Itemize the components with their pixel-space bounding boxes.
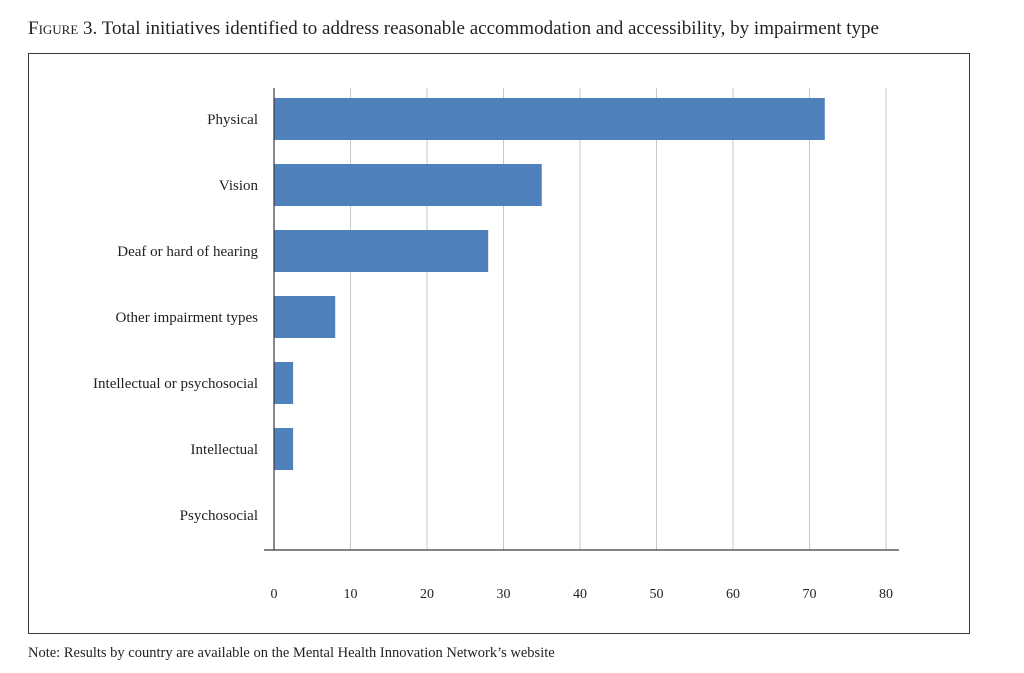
x-tick-label-50: 50 — [650, 587, 664, 602]
figure-title: Figure 3. Total initiatives identified t… — [28, 18, 879, 40]
bar-physical — [274, 98, 825, 140]
figure-label: Figure 3. — [28, 18, 98, 39]
chart-frame — [28, 53, 970, 634]
x-tick-label-20: 20 — [420, 587, 434, 602]
gridlines — [350, 88, 887, 550]
x-tick-label-30: 30 — [497, 587, 511, 602]
category-label-vision: Vision — [219, 178, 259, 194]
x-tick-label-80: 80 — [879, 587, 893, 602]
bars — [274, 98, 825, 470]
axes — [264, 88, 899, 551]
category-label-intellectual: Intellectual — [191, 442, 258, 458]
x-tick-label-70: 70 — [803, 587, 817, 602]
bar-intellectual — [274, 428, 294, 470]
tick-labels: 0 10 20 30 40 50 60 70 80 — [271, 587, 894, 602]
bar-vision — [274, 164, 542, 206]
figure-title-text: Total initiatives identified to address … — [101, 18, 879, 39]
x-tick-label-0: 0 — [271, 587, 278, 602]
category-label-psychosocial: Psychosocial — [180, 508, 258, 524]
footnote: Note: Results by country are available o… — [28, 645, 555, 661]
category-label-other-impairment-types: Other impairment types — [116, 310, 259, 326]
category-label-deaf-or-hard-of-hearing: Deaf or hard of hearing — [117, 244, 258, 260]
bar-other-impairment-types — [274, 296, 336, 338]
x-tick-label-10: 10 — [344, 587, 358, 602]
bar-deaf-or-hard-of-hearing — [274, 230, 489, 272]
category-label-physical: Physical — [207, 112, 258, 128]
x-tick-label-60: 60 — [726, 587, 740, 602]
category-label-intellectual-or-psychosocial: Intellectual or psychosocial — [93, 376, 258, 392]
category-labels: Physical Vision Deaf or hard of hearing Oth… — [93, 112, 258, 524]
bar-intellectual-or-psychosocial — [274, 362, 294, 404]
x-tick-label-40: 40 — [573, 587, 587, 602]
